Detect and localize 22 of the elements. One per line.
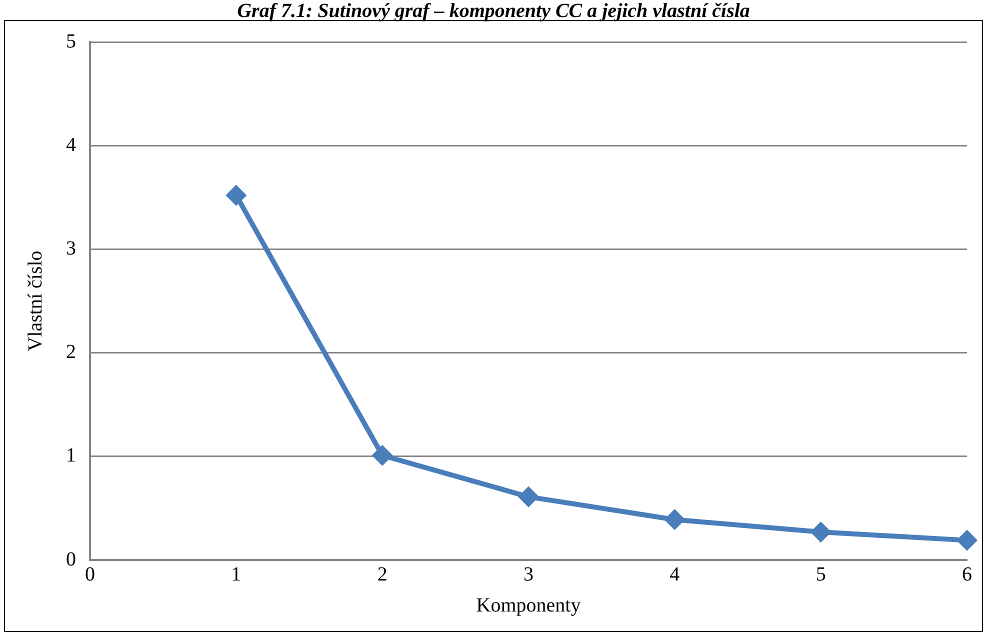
chart-title: Graf 7.1: Sutinový graf – komponenty CC a jejich vlastní čísla (237, 0, 750, 22)
x-tick-label: 0 (85, 563, 95, 586)
x-tick-label: 3 (524, 563, 534, 586)
x-tick-label: 5 (816, 563, 826, 586)
x-tick-label: 6 (962, 563, 972, 586)
x-tick-label: 2 (377, 563, 388, 586)
point (811, 522, 830, 542)
y-tick-label: 5 (66, 30, 76, 52)
x-axis-title: Komponenty (476, 594, 581, 616)
x-tick-label: 4 (670, 563, 680, 586)
x-tick-label: 1 (231, 563, 242, 586)
y-tick-label: 2 (66, 341, 76, 364)
point (958, 530, 976, 550)
point (226, 186, 246, 205)
point (519, 487, 538, 506)
y-tick-label: 0 (66, 548, 76, 570)
y-axis-title: Vlastní číslo (24, 250, 46, 352)
y-tick-label: 1 (66, 444, 76, 467)
y-tick-label: 3 (66, 237, 76, 260)
point (665, 510, 684, 530)
y-tick-label: 4 (66, 134, 76, 156)
point (372, 446, 392, 465)
